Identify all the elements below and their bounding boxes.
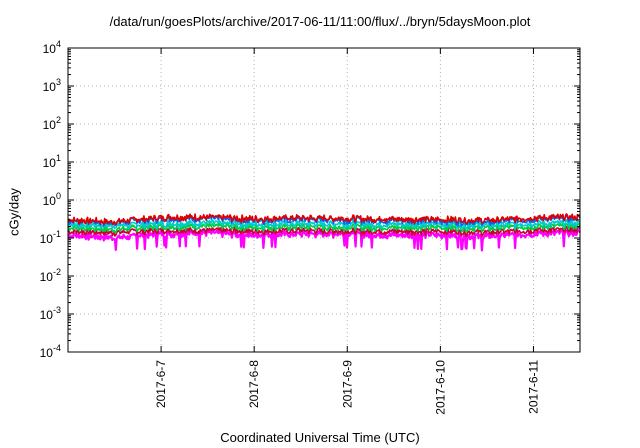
grid	[68, 48, 580, 352]
y-tick-label: 10-2	[40, 267, 61, 284]
x-tick-label: 2017-6-7	[154, 360, 168, 408]
x-ticks: 2017-6-7 2017-6-8 2017-6-9 2017-6-10 2017-6-…	[154, 48, 540, 415]
y-ticks: 10-4 10-3 10-2 10-1 100 101 102 103 104	[40, 39, 580, 360]
x-axis-label: Coordinated Universal Time (UTC)	[220, 430, 420, 445]
series-line	[67, 213, 581, 226]
x-tick-label: 2017-6-11	[526, 360, 540, 414]
x-tick-label: 2017-6-8	[247, 360, 261, 408]
y-tick-label: 10-3	[40, 305, 61, 322]
series-line	[67, 219, 581, 230]
y-tick-label: 102	[43, 115, 61, 132]
chart-title: /data/run/goesPlots/archive/2017-06-11/1…	[109, 14, 531, 29]
y-tick-label: 10-1	[40, 229, 61, 246]
y-tick-label: 100	[43, 191, 61, 208]
y-tick-label: 103	[43, 77, 61, 94]
y-tick-label: 104	[43, 39, 61, 56]
y-tick-label: 101	[43, 153, 61, 170]
x-tick-label: 2017-6-9	[340, 360, 354, 408]
y-tick-label: 10-4	[40, 343, 61, 360]
series-group	[67, 213, 582, 252]
x-tick-label: 2017-6-10	[433, 360, 447, 415]
